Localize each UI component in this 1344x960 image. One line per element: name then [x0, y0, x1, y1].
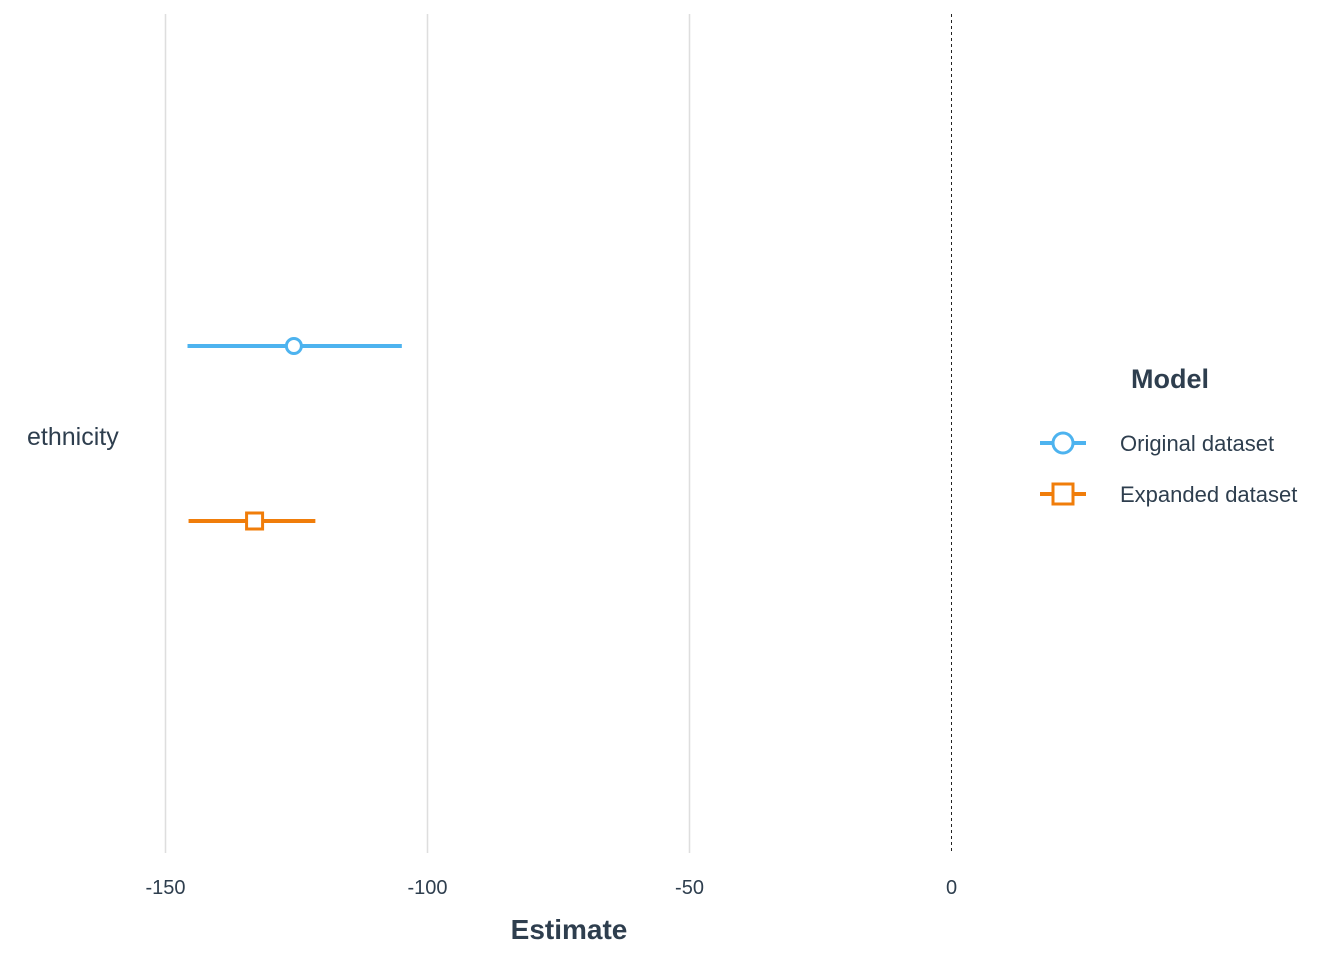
legend-key-circle-icon [1051, 431, 1075, 455]
x-tick-label: -100 [407, 877, 447, 899]
legend-item: Original dataset [1040, 431, 1274, 456]
series-original [187, 337, 402, 355]
legend-item: Expanded dataset [1040, 482, 1297, 507]
x-tick-label: -50 [675, 877, 704, 899]
estimate-point [284, 337, 303, 355]
legend-label: Expanded dataset [1120, 482, 1297, 507]
x-tick-label: 0 [946, 877, 957, 899]
x-axis-ticks: -150 -100 -50 0 [145, 877, 957, 899]
series-expanded [188, 511, 316, 531]
estimates [187, 337, 402, 531]
legend: Model Original dataset Expanded dataset [1040, 364, 1297, 507]
x-tick-label: -150 [145, 877, 185, 899]
legend-label: Original dataset [1120, 431, 1274, 456]
gridlines [164, 14, 691, 853]
legend-title: Model [1131, 364, 1209, 394]
estimate-point [245, 511, 265, 531]
category-label: ethnicity [27, 423, 119, 451]
x-axis-title: Estimate [511, 914, 628, 945]
legend-key-square-icon [1051, 482, 1075, 506]
